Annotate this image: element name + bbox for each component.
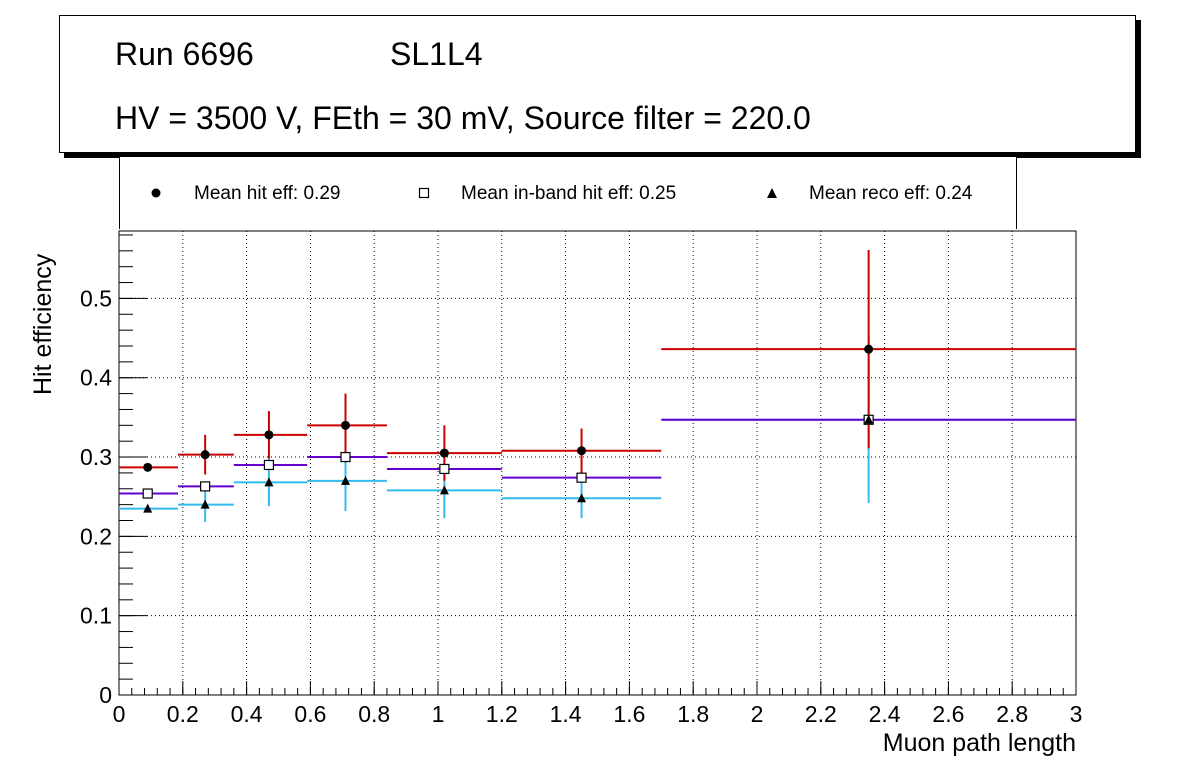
x-tick-label: 2.4 xyxy=(869,701,901,727)
hit-point xyxy=(340,420,350,430)
hit-point xyxy=(143,462,153,472)
y-tick-label: 0.2 xyxy=(80,523,112,549)
hit-point xyxy=(200,450,210,460)
header-box: Run 6696 SL1L4 HV = 3500 V, FEth = 30 mV… xyxy=(59,15,1136,153)
x-axis-label: Muon path length xyxy=(883,729,1076,757)
legend-item-reco: Mean reco eff: 0.24 xyxy=(809,183,973,204)
y-tick-label: 0.5 xyxy=(80,285,112,311)
x-tick-label: 0 xyxy=(113,701,126,727)
legend-circle-marker xyxy=(151,188,161,198)
y-tick-label: 0.1 xyxy=(80,603,112,629)
hit-point xyxy=(439,448,449,458)
inband-point xyxy=(200,481,211,492)
x-tick-label: 1.4 xyxy=(550,701,582,727)
plot-frame xyxy=(118,230,1077,696)
series-bars xyxy=(119,250,1076,523)
reco-point xyxy=(864,414,874,424)
x-tick-label: 0.6 xyxy=(294,701,326,727)
y-axis-label: Hit efficiency xyxy=(29,253,57,395)
x-tick-label: 2.2 xyxy=(805,701,837,727)
y-tick-label: 0 xyxy=(99,682,112,708)
inband-point xyxy=(142,488,153,499)
hit-point xyxy=(577,446,587,456)
inband-point xyxy=(576,472,587,483)
inband-point xyxy=(439,463,450,475)
x-tick-label: 1.8 xyxy=(677,701,709,727)
y-tick-label: 0.3 xyxy=(80,444,112,470)
reco-point xyxy=(340,475,350,485)
reco-point xyxy=(143,503,153,513)
y-tick-label: 0.4 xyxy=(80,365,112,391)
axes: 0 0.2 0.4 0.6 0.8 1 1.2 1.4 1.6 1.8 2 2.2 2.4 2.6 2.8 3… xyxy=(80,234,1083,727)
inband-point xyxy=(263,459,275,471)
legend-item-hit: Mean hit eff: 0.29 xyxy=(194,183,341,204)
x-tick-label: 1 xyxy=(432,701,445,727)
x-tick-label: 1.2 xyxy=(486,701,518,727)
reco-point xyxy=(264,477,274,487)
hit-point xyxy=(864,344,874,354)
series-markers xyxy=(142,344,874,513)
legend-triangle-marker xyxy=(767,188,777,198)
run-label: Run 6696 xyxy=(115,36,254,72)
conditions-label: HV = 3500 V, FEth = 30 mV, Source filter… xyxy=(115,100,811,136)
x-tick-label: 2.6 xyxy=(932,701,964,727)
reco-point xyxy=(577,493,587,503)
legend: Mean hit eff: 0.29 Mean in-band hit eff:… xyxy=(119,157,1017,229)
legend-square-marker xyxy=(418,187,430,199)
x-tick-label: 0.4 xyxy=(231,701,263,727)
grid xyxy=(119,231,1076,695)
x-tick-label: 0.2 xyxy=(167,701,199,727)
hit-point xyxy=(264,430,274,440)
x-tick-label: 2.8 xyxy=(996,701,1028,727)
legend-item-inband: Mean in-band hit eff: 0.25 xyxy=(461,183,677,204)
inband-point xyxy=(340,451,351,463)
x-tick-label: 0.8 xyxy=(358,701,390,727)
reco-point xyxy=(200,499,210,509)
reco-point xyxy=(439,485,449,495)
x-tick-label: 3 xyxy=(1070,701,1083,727)
x-tick-label: 2 xyxy=(751,701,764,727)
layer-label: SL1L4 xyxy=(390,36,483,72)
x-tick-label: 1.6 xyxy=(613,701,645,727)
